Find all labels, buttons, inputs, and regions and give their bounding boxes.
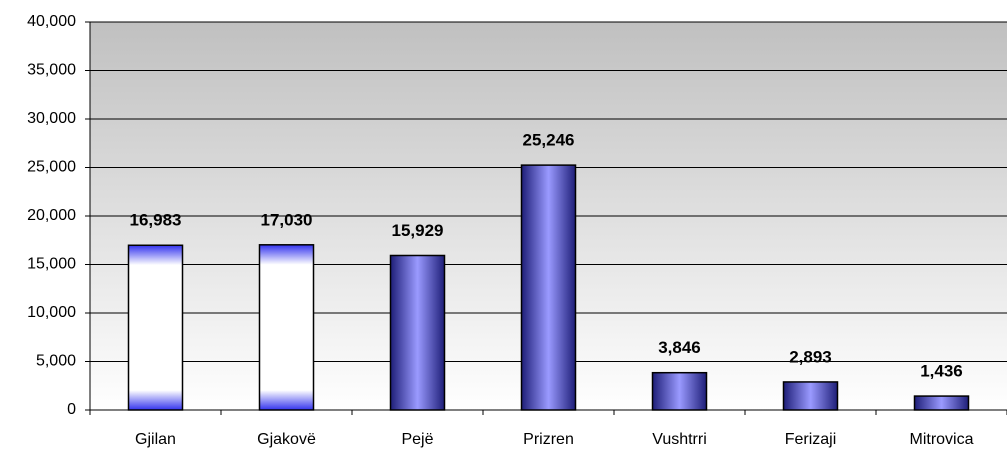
y-tick-label: 15,000 bbox=[27, 256, 76, 273]
x-tick-label: Gjilan bbox=[135, 431, 176, 448]
bar bbox=[520, 164, 577, 411]
value-label: 1,436 bbox=[920, 362, 963, 381]
x-tick-label: Gjakovë bbox=[257, 431, 316, 448]
bar bbox=[389, 254, 446, 411]
y-tick-label: 0 bbox=[67, 401, 76, 418]
bar bbox=[651, 371, 708, 411]
y-tick-label: 25,000 bbox=[27, 159, 76, 176]
y-tick-label: 35,000 bbox=[27, 62, 76, 79]
x-tick-label: Ferizaji bbox=[785, 431, 837, 448]
bar bbox=[127, 244, 184, 411]
x-tick-label: Prizren bbox=[523, 431, 574, 448]
y-tick-label: 10,000 bbox=[27, 304, 76, 321]
value-label: 17,030 bbox=[261, 210, 313, 229]
y-tick-label: 20,000 bbox=[27, 207, 76, 224]
bar bbox=[913, 395, 970, 411]
x-tick-label: Vushtrri bbox=[652, 431, 707, 448]
y-tick-label: 5,000 bbox=[36, 353, 76, 370]
y-tick-label: 40,000 bbox=[27, 13, 76, 30]
bar bbox=[258, 244, 315, 411]
y-tick-label: 30,000 bbox=[27, 110, 76, 127]
value-label: 3,846 bbox=[658, 338, 701, 357]
x-tick-label: Pejë bbox=[401, 431, 433, 448]
value-label: 16,983 bbox=[130, 211, 182, 230]
value-label: 15,929 bbox=[392, 221, 444, 240]
value-label: 25,246 bbox=[523, 131, 575, 150]
value-label: 2,893 bbox=[789, 347, 832, 366]
bar bbox=[782, 381, 839, 411]
x-tick-label: Mitrovica bbox=[909, 431, 973, 448]
